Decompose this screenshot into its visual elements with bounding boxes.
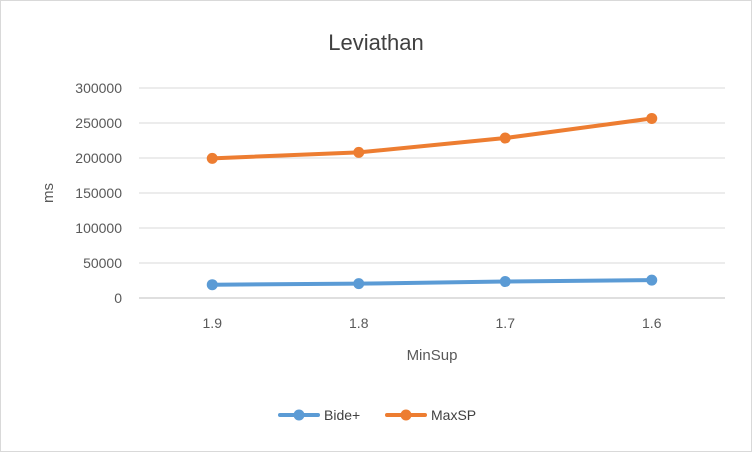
y-axis-label: ms — [40, 183, 57, 203]
series-line — [210, 278, 654, 287]
x-axis-label: MinSup — [407, 347, 458, 364]
x-axis-ticks: 1.9 1.8 1.7 1.6 — [203, 315, 662, 331]
legend-marker — [293, 409, 305, 421]
series-bide- — [206, 274, 658, 291]
legend-label: MaxSP — [431, 407, 476, 423]
x-tick-label: 1.8 — [349, 315, 369, 331]
x-tick-label: 1.9 — [203, 315, 223, 331]
data-point — [206, 279, 218, 291]
data-point — [499, 132, 511, 144]
gridlines — [139, 87, 725, 264]
data-point — [206, 152, 218, 164]
y-tick-label: 0 — [114, 290, 122, 306]
data-point — [646, 112, 658, 124]
data-point — [353, 146, 365, 158]
data-point — [499, 276, 511, 288]
y-tick-label: 50000 — [83, 255, 122, 271]
y-tick-label: 250000 — [75, 115, 122, 131]
y-tick-label: 200000 — [75, 150, 122, 166]
series-line — [210, 116, 654, 161]
legend-item: MaxSP — [385, 407, 476, 423]
data-point — [646, 274, 658, 286]
legend-item: Bide+ — [278, 407, 360, 423]
y-tick-label: 300000 — [75, 80, 122, 96]
legend-label: Bide+ — [324, 407, 360, 423]
legend: Bide+ MaxSP — [278, 407, 476, 423]
x-tick-label: 1.7 — [496, 315, 516, 331]
y-tick-label: 150000 — [75, 185, 122, 201]
chart-title: Leviathan — [328, 30, 423, 55]
data-point — [353, 278, 365, 290]
x-tick-label: 1.6 — [642, 315, 662, 331]
series-group — [206, 112, 658, 291]
y-tick-label: 100000 — [75, 220, 122, 236]
y-axis-ticks: 0 50000 100000 150000 200000 250000 300000 — [75, 80, 122, 306]
legend-marker — [400, 409, 412, 421]
series-maxsp — [206, 112, 658, 164]
